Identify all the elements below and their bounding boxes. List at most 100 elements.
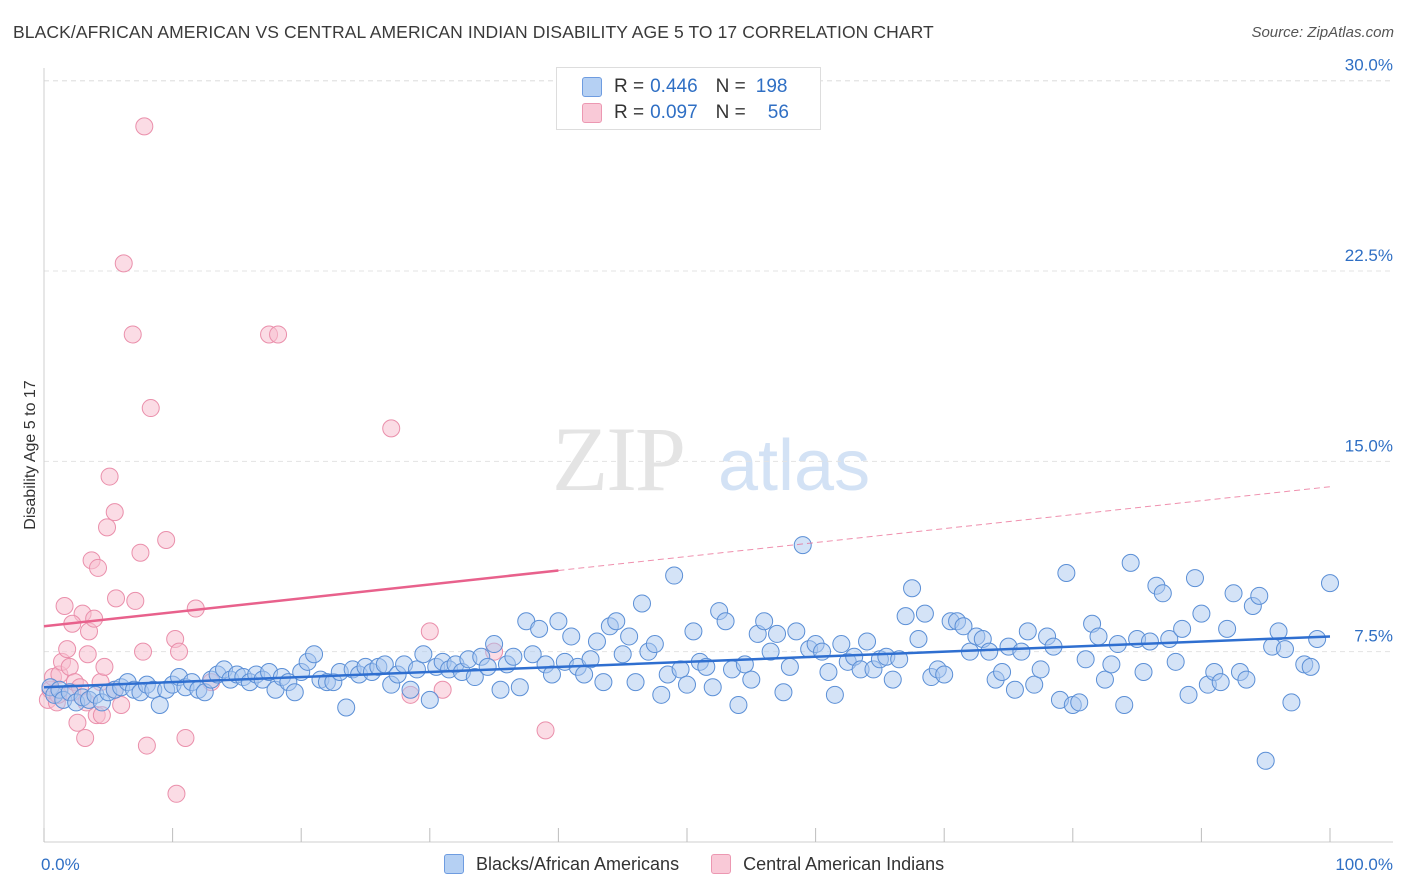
- data-point-black-african-american: [1031, 660, 1050, 679]
- data-point-black-african-american: [407, 660, 426, 679]
- data-point-central-american-indian: [55, 596, 74, 615]
- data-point-central-american-indian: [167, 784, 186, 803]
- data-point-black-african-american: [420, 690, 439, 709]
- data-point-black-african-american: [768, 624, 787, 643]
- blue-swatch: [444, 854, 464, 874]
- data-point-black-african-american: [1250, 586, 1269, 605]
- data-point-black-african-american: [793, 536, 812, 555]
- x-tick-label: 0.0%: [41, 855, 80, 874]
- data-point-black-african-american: [896, 607, 915, 626]
- data-point-central-american-indian: [382, 419, 401, 438]
- legend-item-blacks: Blacks/African Americans: [444, 854, 679, 875]
- data-point-black-african-american: [632, 594, 651, 613]
- data-point-central-american-indian: [76, 728, 95, 747]
- data-point-black-african-american: [1140, 632, 1159, 651]
- legend-label: Central American Indians: [743, 853, 945, 874]
- data-point-black-african-american: [587, 632, 606, 651]
- data-point-central-american-indian: [137, 736, 156, 755]
- data-point-black-african-american: [915, 604, 934, 623]
- n-value: 198: [755, 76, 788, 97]
- stats-legend-row-pink: R = 0.097 N = 56: [582, 102, 789, 124]
- data-point-black-african-american: [1095, 670, 1114, 689]
- data-point-black-african-american: [890, 650, 909, 669]
- data-point-black-african-american: [1308, 629, 1327, 648]
- data-point-central-american-indian: [114, 254, 133, 273]
- legend-label: Blacks/African Americans: [476, 853, 680, 874]
- y-tick-label: 22.5%: [1345, 246, 1393, 265]
- data-point-black-african-american: [613, 645, 632, 664]
- r-value: 0.446: [650, 76, 698, 97]
- data-point-black-african-american: [819, 662, 838, 681]
- data-point-central-american-indian: [58, 640, 77, 659]
- data-point-black-african-american: [716, 612, 735, 631]
- y-tick-labels: 7.5% 15.0% 22.5% 30.0%: [1345, 56, 1393, 646]
- r-label: R =: [614, 102, 645, 123]
- data-point-black-african-american: [832, 635, 851, 654]
- data-point-black-african-american: [1070, 693, 1089, 712]
- data-point-black-african-american: [305, 645, 324, 664]
- data-point-black-african-american: [150, 695, 169, 714]
- black-african-american-points: [41, 536, 1339, 770]
- data-point-black-african-american: [665, 566, 684, 585]
- data-point-black-african-american: [774, 683, 793, 702]
- data-point-black-african-american: [761, 642, 780, 661]
- data-point-black-african-american: [485, 635, 504, 654]
- data-point-black-african-american: [1089, 627, 1108, 646]
- data-point-black-african-american: [1115, 695, 1134, 714]
- pink-swatch: [582, 103, 602, 123]
- data-point-black-african-american: [954, 617, 973, 636]
- data-point-black-african-american: [903, 579, 922, 598]
- blue-swatch: [582, 77, 602, 97]
- data-point-central-american-indian: [123, 325, 142, 344]
- data-point-black-african-american: [1121, 553, 1140, 572]
- n-label: N =: [715, 76, 746, 97]
- data-point-central-american-indian: [98, 518, 117, 537]
- data-point-black-african-american: [742, 670, 761, 689]
- trend-line-blacks: [43, 635, 1331, 689]
- data-point-central-american-indian: [60, 657, 79, 676]
- data-point-black-african-american: [1224, 584, 1243, 603]
- data-point-black-african-american: [883, 670, 902, 689]
- data-point-central-american-indian: [68, 713, 87, 732]
- data-point-black-african-american: [825, 685, 844, 704]
- data-point-black-african-american: [337, 698, 356, 717]
- data-point-central-american-indian: [536, 721, 555, 740]
- data-point-central-american-indian: [89, 558, 108, 577]
- data-point-central-american-indian: [105, 503, 124, 522]
- data-point-black-african-american: [678, 675, 696, 694]
- y-tick-label: 7.5%: [1354, 627, 1393, 646]
- data-point-central-american-indian: [85, 609, 104, 628]
- data-point-black-african-american: [1179, 685, 1198, 704]
- watermark: ZIP atlas: [552, 408, 870, 510]
- data-point-black-african-american: [755, 612, 774, 631]
- data-point-black-african-american: [1185, 569, 1204, 588]
- data-point-black-african-american: [980, 642, 999, 661]
- data-point-black-african-american: [491, 680, 510, 699]
- data-point-black-african-american: [1218, 619, 1237, 638]
- data-point-black-african-american: [1192, 604, 1211, 623]
- data-point-black-african-american: [1173, 619, 1192, 638]
- data-point-black-african-american: [1057, 564, 1076, 583]
- data-point-black-african-american: [1166, 652, 1185, 671]
- data-point-black-african-american: [1237, 670, 1256, 689]
- data-point-black-african-american: [703, 678, 722, 697]
- data-point-black-african-american: [1102, 655, 1121, 674]
- data-point-black-african-american: [620, 627, 639, 646]
- stats-legend: R = 0.446 N = 198 R = 0.097 N = 56: [556, 67, 821, 130]
- data-point-black-african-american: [285, 683, 304, 702]
- data-point-black-african-american: [858, 632, 877, 651]
- legend-item-central-american-indians: Central American Indians: [711, 854, 944, 875]
- gridlines: [44, 80, 1393, 653]
- axes: [43, 68, 1393, 843]
- data-point-black-african-american: [523, 645, 542, 664]
- data-point-central-american-indian: [433, 680, 452, 699]
- series-legend: Blacks/African Americans Central America…: [444, 852, 976, 876]
- data-point-black-african-american: [993, 662, 1012, 681]
- data-point-black-african-american: [1134, 662, 1153, 681]
- data-point-black-african-american: [414, 645, 433, 664]
- data-point-black-african-american: [1025, 675, 1044, 694]
- r-value: 0.097: [650, 102, 698, 123]
- data-point-black-african-american: [478, 657, 497, 676]
- data-point-black-african-american: [581, 650, 600, 669]
